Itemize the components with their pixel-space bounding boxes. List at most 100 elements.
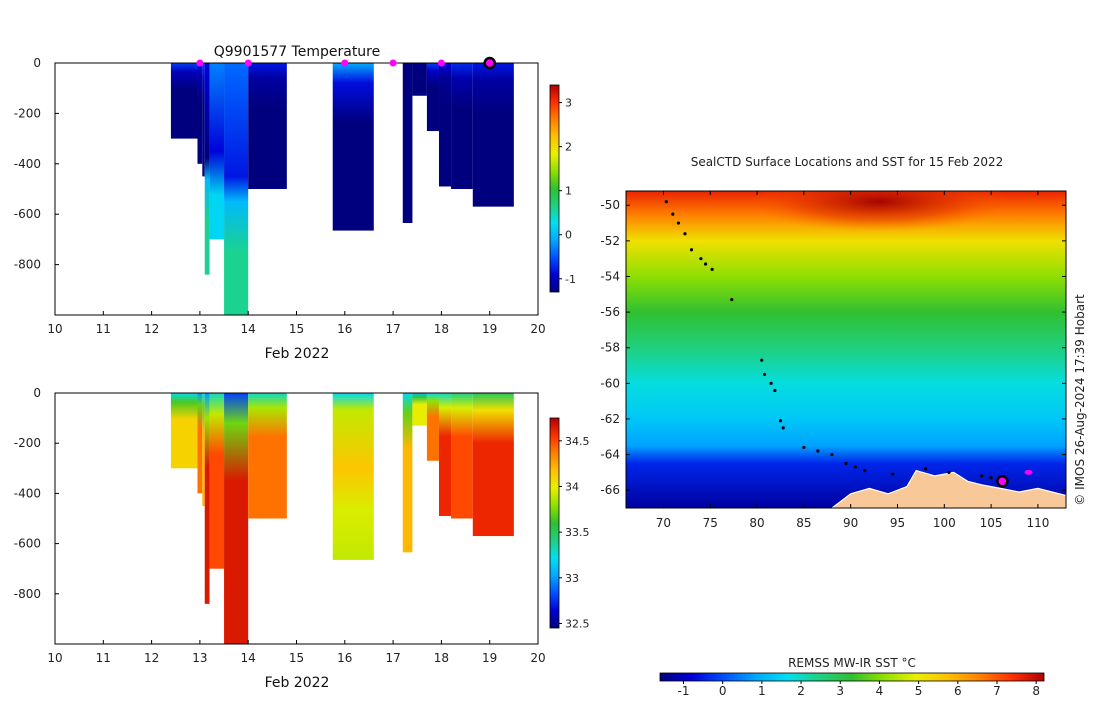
profile-marker	[244, 59, 252, 67]
temperature-markers	[196, 56, 496, 70]
track-point	[710, 267, 714, 271]
track-point	[863, 469, 867, 473]
track-point	[891, 472, 895, 476]
x-tick-label: 15	[289, 651, 304, 665]
colorbar-tick-label: 34	[565, 480, 579, 493]
seal-track	[664, 200, 1033, 488]
x-tick-label: 19	[482, 322, 497, 336]
colorbar-gradient	[549, 84, 560, 293]
profile-marker	[389, 59, 397, 67]
warm-sst-core	[748, 191, 1009, 232]
map-area	[626, 191, 1066, 508]
lat-tick-label: -56	[600, 305, 620, 319]
antarctic-coastline	[831, 469, 1066, 508]
profile-bar	[402, 393, 413, 553]
colorbar-tick-label: 34.5	[565, 435, 590, 448]
sst-colorbar-tick-label: 3	[836, 684, 844, 698]
colorbar-tick-label: -1	[565, 273, 576, 286]
y-tick-label: -600	[14, 207, 41, 221]
sst-colorbar: -1 0 1 2 3 4 5 6 7 8	[659, 672, 1045, 698]
x-tick-label: 12	[144, 651, 159, 665]
lon-tick-label: 70	[656, 516, 671, 530]
map-axes-frame	[625, 190, 1067, 509]
profile-bar	[197, 63, 203, 164]
sst-colorbar-tick-label: 4	[876, 684, 884, 698]
profile-bar	[170, 63, 198, 139]
profile-bar	[209, 63, 225, 240]
track-point	[760, 358, 764, 362]
track-point	[699, 257, 703, 261]
profile-bar	[438, 393, 452, 516]
y-tick-label: 0	[33, 386, 41, 400]
profile-bar	[248, 63, 287, 189]
map-panel: SealCTD Surface Locations and SST for 15…	[600, 155, 1087, 698]
profile-bar	[170, 393, 198, 469]
salinity-colorbar: 34.5 34 33.5 33 32.5	[549, 417, 590, 630]
track-point	[947, 470, 951, 474]
x-tick-label: 13	[192, 651, 207, 665]
x-tick-label: 17	[385, 651, 400, 665]
profile-bar	[224, 393, 249, 644]
sst-colorbar-tick-label: 5	[915, 684, 923, 698]
x-tick-label: 10	[47, 651, 62, 665]
x-tick-label: 16	[337, 651, 352, 665]
track-point	[989, 476, 993, 480]
salinity-profiles	[170, 393, 514, 644]
track-point	[664, 200, 668, 204]
profile-bar	[426, 393, 439, 461]
profile-bar	[224, 63, 249, 315]
x-tick-label: 10	[47, 322, 62, 336]
lon-tick-label: 90	[843, 516, 858, 530]
lat-tick-label: -50	[600, 198, 620, 212]
profile-bar	[202, 393, 205, 506]
x-tick-label: 20	[530, 651, 545, 665]
profile-marker	[437, 59, 445, 67]
profile-bar	[426, 63, 439, 132]
temperature-panel: Q9901577 Temperature 10 11 12 13 14 15 16 17 18 1…	[14, 44, 576, 362]
credit-text: © IMOS 26-Aug-2024 17:39 Hobart	[1073, 294, 1087, 506]
x-tick-label: 17	[385, 322, 400, 336]
y-tick-label: -800	[14, 587, 41, 601]
profile-bar	[412, 63, 427, 96]
lat-tick-label: -52	[600, 234, 620, 248]
sst-colorbar-tick-label: -1	[678, 684, 690, 698]
x-tick-label: 14	[241, 322, 256, 336]
lat-tick-label: -58	[600, 341, 620, 355]
sst-field	[626, 191, 1066, 508]
lon-tick-label: 100	[933, 516, 956, 530]
profile-bar	[451, 393, 473, 519]
y-tick-label: -400	[14, 486, 41, 500]
colorbar-tick-label: 3	[565, 97, 572, 110]
x-tick-label: 19	[482, 651, 497, 665]
profile-bar	[209, 393, 225, 569]
lon-tick-label: 105	[980, 516, 1003, 530]
track-point	[762, 372, 767, 377]
lat-tick-label: -66	[600, 483, 620, 497]
temperature-ticks: 10 11 12 13 14 15 16 17 18 19 20 0 -200 -400 -600 -800	[14, 56, 546, 336]
x-tick-label: 20	[530, 322, 545, 336]
profile-bar	[451, 63, 473, 189]
track-point	[671, 212, 675, 216]
salinity-panel: 10 11 12 13 14 15 16 17 18 19 200-200-400-600-800 …	[14, 386, 590, 691]
x-tick-label: 14	[241, 651, 256, 665]
profile-bar	[472, 63, 514, 207]
lon-tick-label: 110	[1026, 516, 1049, 530]
x-tick-label: 13	[192, 322, 207, 336]
profile-marker	[341, 59, 349, 67]
track-point	[769, 381, 773, 385]
profile-bar	[402, 63, 413, 224]
profile-bar	[202, 63, 205, 177]
profile-bar	[204, 63, 210, 275]
temperature-colorbar: 3 2 1 0 -1	[549, 84, 576, 293]
lon-tick-label: 85	[796, 516, 811, 530]
profile-bar	[438, 63, 452, 187]
lon-tick-label: 75	[703, 516, 718, 530]
track-point	[853, 465, 857, 469]
colorbar-tick-label: 1	[565, 185, 572, 198]
profile-bar	[248, 393, 287, 519]
temperature-title: Q9901577 Temperature	[214, 44, 381, 60]
profile-marker	[196, 59, 204, 67]
y-tick-label: -800	[14, 258, 41, 272]
track-point	[676, 221, 681, 225]
